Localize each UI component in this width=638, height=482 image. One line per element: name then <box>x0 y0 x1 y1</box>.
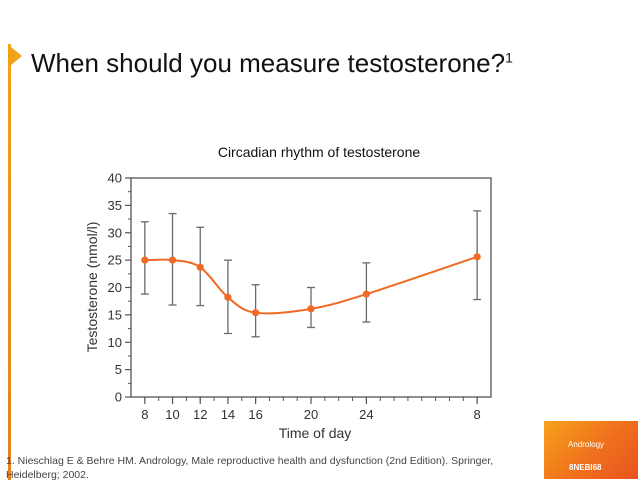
slide-title: When should you measure testosterone?1 <box>31 50 513 76</box>
y-tick-label: 5 <box>115 362 122 377</box>
y-tick-label: 35 <box>108 198 122 213</box>
data-point <box>307 305 315 313</box>
y-tick-label: 10 <box>108 335 122 350</box>
x-tick-label: 14 <box>221 407 235 422</box>
x-tick-label: 12 <box>193 407 207 422</box>
data-point <box>362 290 370 298</box>
title-marker-icon <box>11 47 22 65</box>
andrology-logo: Andrology 8NEBI68 <box>544 421 638 479</box>
logo-text: Andrology <box>568 440 605 449</box>
y-tick-label: 20 <box>108 280 122 295</box>
x-tick-label: 24 <box>359 407 373 422</box>
x-tick-label: 8 <box>474 407 481 422</box>
y-tick-label: 15 <box>108 307 122 322</box>
x-axis-label: Time of day <box>279 425 352 441</box>
y-axis-label: Testosterone (nmol/l) <box>84 222 100 353</box>
x-tick-label: 10 <box>165 407 179 422</box>
slide-code: 8NEBI68 <box>569 463 602 472</box>
y-tick-label: 40 <box>108 171 122 186</box>
x-tick-label: 20 <box>304 407 318 422</box>
y-tick-label: 30 <box>108 225 122 240</box>
slide-title-reference: 1 <box>505 49 513 66</box>
data-point <box>196 263 204 271</box>
x-tick-label: 16 <box>248 407 262 422</box>
data-point <box>473 253 481 261</box>
y-tick-label: 25 <box>108 253 122 268</box>
y-tick-label: 0 <box>115 390 122 405</box>
chart-title: Circadian rhythm of testosterone <box>217 144 421 160</box>
x-tick-label: 8 <box>141 407 148 422</box>
footnote: 1. Nieschlag E & Behre HM. Andrology, Ma… <box>6 455 494 481</box>
accent-bar <box>8 44 11 480</box>
data-point <box>168 256 177 264</box>
data-point <box>224 293 232 301</box>
slide-title-text: When should you measure testosterone? <box>31 48 506 78</box>
data-point <box>141 256 149 264</box>
data-point <box>252 309 260 317</box>
